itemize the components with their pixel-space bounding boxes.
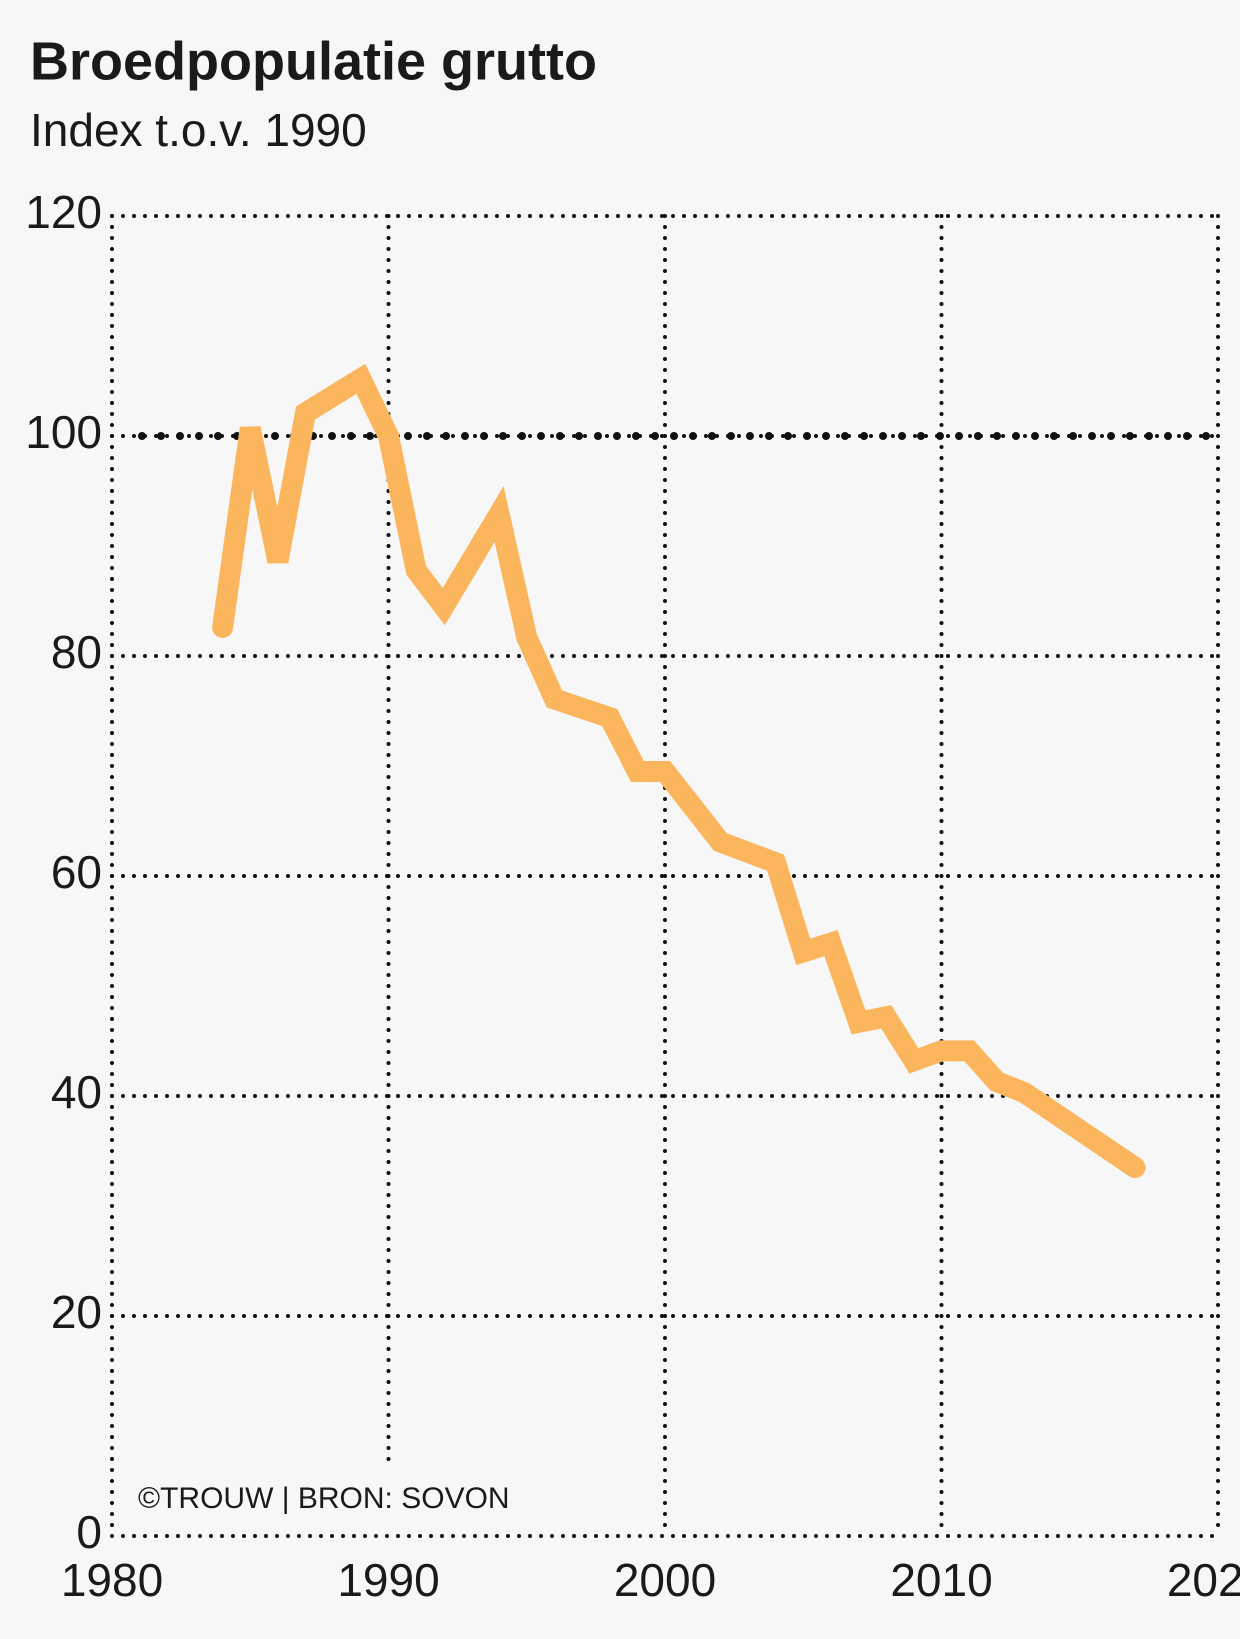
- y-tick-label: 100: [25, 406, 102, 458]
- x-tick-label: 1980: [61, 1554, 163, 1606]
- chart-subtitle: Index t.o.v. 1990: [30, 104, 367, 156]
- x-tick-label: 1990: [337, 1554, 439, 1606]
- y-tick-label: 120: [25, 186, 102, 238]
- x-tick-label: 2000: [614, 1554, 716, 1606]
- y-tick-label: 80: [51, 626, 102, 678]
- y-tick-label: 0: [76, 1506, 102, 1558]
- data-line: [212, 363, 1146, 1178]
- y-tick-label: 60: [51, 846, 102, 898]
- x-tick-label: 2020: [1167, 1554, 1240, 1606]
- y-tick-label: 20: [51, 1286, 102, 1338]
- y-tick-label: 40: [51, 1066, 102, 1118]
- chart-title: Broedpopulatie grutto: [30, 31, 597, 91]
- source-note: ©TROUW | BRON: SOVON: [138, 1482, 510, 1515]
- x-tick-label: 2010: [890, 1554, 992, 1606]
